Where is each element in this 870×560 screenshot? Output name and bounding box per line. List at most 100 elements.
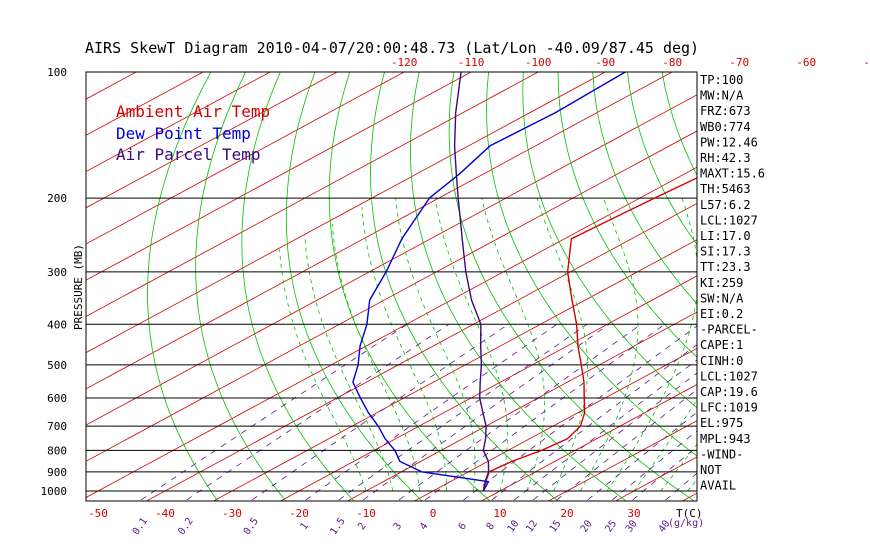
dry-adiabat-line	[328, 72, 491, 501]
pressure-tick-label: 1000	[41, 485, 68, 498]
isotherm-line	[346, 311, 697, 501]
dry-adiabat-line	[195, 72, 287, 501]
pressure-tick-label: 400	[47, 318, 67, 331]
top-temp-tick-label: -60	[796, 56, 816, 69]
bottom-temp-tick-label: -50	[88, 507, 108, 520]
isotherm-line	[480, 384, 697, 501]
index-line: AVAIL	[700, 479, 736, 493]
mixing-ratio-line	[398, 323, 642, 501]
isotherm-line	[86, 72, 338, 209]
mixing-ratio-line	[363, 323, 610, 501]
index-line: LCL:1027	[700, 369, 758, 383]
pressure-tick-label: 700	[47, 420, 67, 433]
index-line: MAXT:15.6	[700, 167, 765, 181]
index-line: EI:0.2	[700, 307, 743, 321]
index-line: LFC:1019	[700, 401, 758, 415]
pressure-tick-label: 200	[47, 192, 67, 205]
pressure-tick-label: 900	[47, 466, 67, 479]
pressure-tick-label: 800	[47, 444, 67, 457]
background-grid	[86, 53, 870, 505]
isotherm-line	[279, 275, 697, 501]
dry-adiabat-line	[862, 53, 870, 505]
index-line: PW:12.46	[700, 135, 758, 149]
index-line: MW:N/A	[700, 89, 744, 103]
mixing-ratio-tick-label: 6	[457, 521, 469, 532]
dry-adiabat-line	[147, 72, 219, 501]
index-line: -WIND-	[700, 447, 743, 461]
index-line: EL:975	[700, 416, 743, 430]
dry-adiabat-line	[794, 53, 870, 505]
moist-adiabat-line	[304, 235, 394, 492]
isotherm-line	[86, 72, 204, 136]
index-line: SW:N/A	[700, 291, 744, 305]
mixing-ratio-line	[186, 323, 450, 501]
mixing-ratio-tick-label: 4	[418, 521, 430, 532]
mixing-ratio-line	[338, 323, 588, 501]
dry-adiabat-line	[592, 72, 697, 305]
index-line: -PARCEL-	[700, 323, 758, 337]
mixing-ratio-tick-label: 0.2	[176, 516, 195, 537]
moist-adiabat-line	[395, 198, 476, 492]
index-line: FRZ:673	[700, 104, 751, 118]
isotherm-line	[809, 53, 870, 505]
top-temp-tick-label: -90	[595, 56, 615, 69]
isotherm-line	[742, 53, 870, 505]
pressure-tick-label: 500	[47, 359, 67, 372]
bottom-temp-tick-label: -40	[155, 507, 175, 520]
dry-adiabat-line	[557, 72, 697, 358]
index-line: TP:100	[700, 73, 743, 87]
moist-adiabat-line	[331, 223, 420, 492]
mixing-ratio-unit-label: (g/kg)	[668, 518, 704, 529]
moist-adiabat-line	[660, 443, 697, 492]
mixing-ratio-tick-label: 15	[548, 518, 564, 534]
moist-adiabat-line	[633, 399, 697, 492]
mixing-ratio-line	[587, 411, 697, 501]
top-temp-tick-label: -110	[458, 56, 485, 69]
mixing-ratio-tick-label: 1	[299, 521, 311, 532]
mixing-ratio-line	[424, 323, 666, 501]
index-line: CAP:19.6	[700, 385, 758, 399]
bottom-temp-tick-label: -20	[289, 507, 309, 520]
mixing-ratio-tick-label: 8	[485, 521, 497, 532]
top-temp-tick-label: -100	[525, 56, 552, 69]
isotherm-line	[413, 347, 697, 501]
dry-adiabat-line	[285, 72, 423, 501]
mixing-ratio-line	[140, 323, 408, 501]
dry-adiabat-line	[761, 53, 870, 505]
top-temp-tick-label: -80	[662, 56, 682, 69]
mixing-ratio-tick-label: 1.5	[328, 516, 347, 537]
index-line: NOT	[700, 463, 722, 477]
mixing-ratio-tick-label: 20	[579, 518, 595, 534]
legend-ambient-temp: Ambient Air Temp	[116, 102, 270, 121]
bottom-temp-tick-label: 20	[560, 507, 573, 520]
temp-unit-label: T(C)	[676, 507, 703, 520]
legend-parcel-temp: Air Parcel Temp	[116, 145, 261, 164]
plot-frame	[85, 71, 698, 502]
series-line-parcel	[453, 72, 490, 492]
index-line: CAPE:1	[700, 338, 743, 352]
isotherm-line	[145, 202, 697, 501]
bottom-temp-tick-label: -30	[222, 507, 242, 520]
bottom-temp-tick-label: 10	[493, 507, 506, 520]
y-axis-label: PRESSURE (MB)	[72, 244, 85, 330]
moist-adiabat-line	[361, 206, 447, 491]
mixing-ratio-tick-label: 25	[603, 518, 619, 534]
profile-series	[352, 72, 697, 492]
isotherm-line	[86, 72, 271, 172]
index-line: KI:259	[700, 276, 743, 290]
isotherm-line	[212, 239, 697, 501]
moist-adiabat-line	[481, 198, 545, 492]
mixing-ratio-tick-label: 2	[356, 521, 368, 532]
bottom-temp-tick-labels: -50 -40 -30 -20 -10 0 10 20 30	[88, 507, 641, 520]
isotherm-line	[86, 72, 673, 390]
mixing-ratio-line	[251, 323, 509, 501]
isotherm-line	[86, 72, 405, 245]
top-temp-tick-label: -70	[729, 56, 749, 69]
index-line: SI:17.3	[700, 245, 751, 259]
series-line-temp	[482, 177, 697, 492]
dry-adiabat-line	[410, 72, 627, 501]
dry-adiabat-line	[522, 72, 697, 409]
legend-dew-point: Dew Point Temp	[116, 124, 251, 143]
